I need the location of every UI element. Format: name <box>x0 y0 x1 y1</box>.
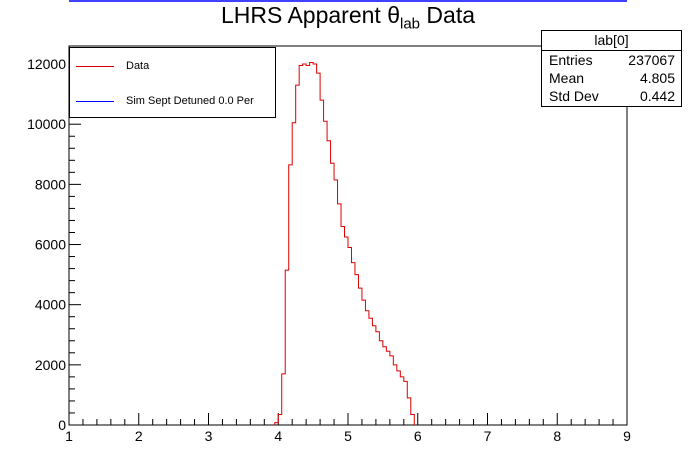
stats-title: lab[0] <box>542 31 681 51</box>
stats-label: Entries <box>549 52 593 68</box>
y-tick-label: 4000 <box>35 297 66 313</box>
x-tick-label: 6 <box>414 428 422 444</box>
x-tick-label: 5 <box>344 428 352 444</box>
stats-value: 0.442 <box>639 88 675 104</box>
stats-label: Mean <box>549 70 585 86</box>
x-tick-label: 7 <box>484 428 492 444</box>
y-tick-label: 2000 <box>35 357 66 373</box>
y-tick-label: 12000 <box>27 56 66 72</box>
x-tick-label: 4 <box>274 428 282 444</box>
stats-row-entries: Entries 237067 <box>542 51 681 69</box>
y-tick-label: 0 <box>58 417 66 433</box>
stats-row-mean: Mean 4.805 <box>542 69 681 87</box>
legend-swatch-sim <box>76 100 114 102</box>
chart-title: LHRS Apparent θlab Data <box>220 2 476 33</box>
legend-swatch-data <box>76 65 114 67</box>
legend-label-sim: Sim Sept Detuned 0.0 Per <box>126 95 254 107</box>
stats-value: 237067 <box>628 52 675 68</box>
legend-item-data: Data <box>76 58 149 74</box>
x-tick-label: 9 <box>623 428 631 444</box>
x-tick-label: 8 <box>553 428 561 444</box>
histogram-series-line <box>274 62 415 425</box>
stats-label: Std Dev <box>549 88 599 104</box>
y-tick-label: 10000 <box>27 116 66 132</box>
legend-item-sim: Sim Sept Detuned 0.0 Per <box>76 93 254 109</box>
legend: Data Sim Sept Detuned 0.0 Per <box>69 47 276 118</box>
stats-value: 4.805 <box>639 70 675 86</box>
stats-row-stddev: Std Dev 0.442 <box>542 87 681 105</box>
y-tick-label: 8000 <box>35 176 66 192</box>
x-tick-label: 3 <box>205 428 213 444</box>
legend-label-data: Data <box>126 60 150 72</box>
y-tick-label: 6000 <box>35 237 66 253</box>
x-tick-label: 1 <box>65 428 73 444</box>
x-tick-label: 2 <box>135 428 143 444</box>
stats-box: lab[0] Entries 237067 Mean 4.805 Std Dev… <box>541 30 682 107</box>
